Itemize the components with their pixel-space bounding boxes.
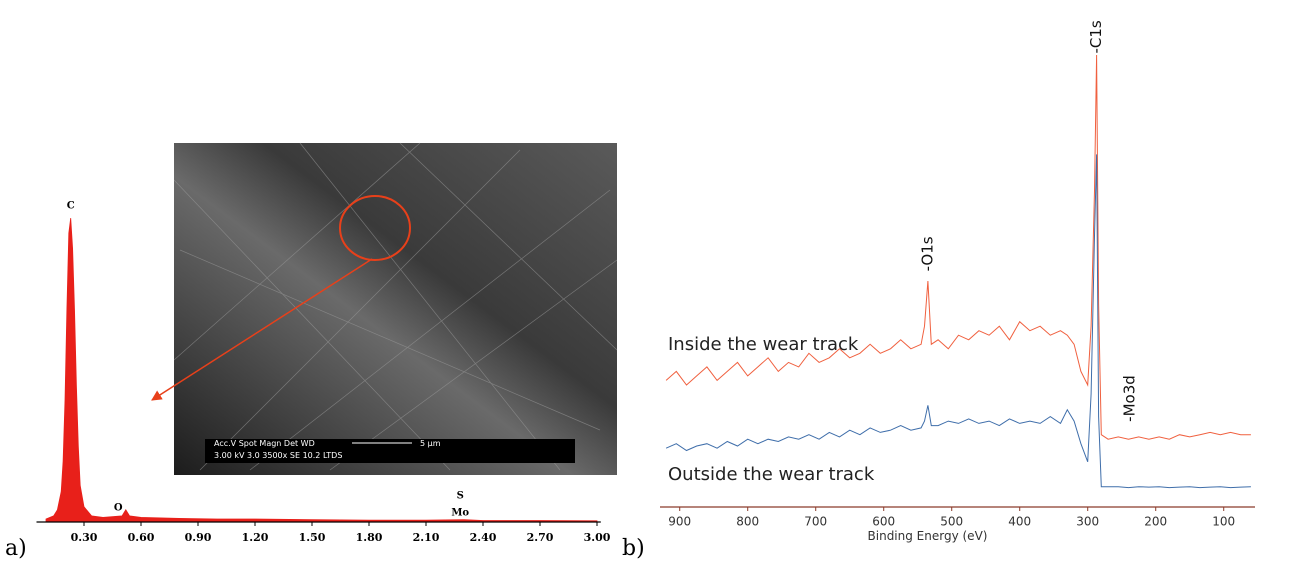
x-tick-label: 3.00 <box>584 531 611 544</box>
x-tick-label: 1.20 <box>242 531 269 544</box>
peak-label: C <box>67 200 75 211</box>
x-axis-label: Binding Energy (eV) <box>868 529 988 543</box>
peak-label: Mo <box>451 507 469 518</box>
panel-label: b) <box>622 536 645 561</box>
x-tick-label: 400 <box>1008 515 1031 529</box>
series-label: Inside the wear track <box>668 334 859 355</box>
x-tick-label: 300 <box>1076 515 1099 529</box>
peak-label: -O1s <box>918 236 936 271</box>
peak-label: -Mo3d <box>1120 375 1138 422</box>
sem-scale: 5 µm <box>420 439 441 448</box>
x-tick-label: 0.30 <box>71 531 98 544</box>
x-tick-label: 700 <box>804 515 827 529</box>
spectrum-line <box>665 154 1251 489</box>
x-tick-label: 1.80 <box>356 531 383 544</box>
peak-label: S <box>457 491 464 502</box>
x-tick-label: 900 <box>668 515 691 529</box>
sem-readout: 3.00 kV 3.0 3500x SE 10.2 LTDS <box>214 451 342 460</box>
peak-label: O <box>114 503 123 514</box>
x-tick-label: 1.50 <box>299 531 326 544</box>
panel-label: a) <box>5 536 27 561</box>
x-tick-label: 2.10 <box>413 531 440 544</box>
spectrum-area <box>45 217 598 523</box>
x-tick-label: 0.60 <box>128 531 155 544</box>
x-tick-label: 2.70 <box>527 531 554 544</box>
x-tick-label: 100 <box>1212 515 1235 529</box>
series-label: Outside the wear track <box>668 464 875 485</box>
x-tick-label: 2.40 <box>470 531 497 544</box>
x-tick-label: 600 <box>872 515 895 529</box>
x-tick-label: 0.90 <box>185 531 212 544</box>
sem-settings: Acc.V Spot Magn Det WD <box>214 439 315 448</box>
peak-label: -C1s <box>1087 20 1105 53</box>
x-tick-label: 200 <box>1144 515 1167 529</box>
spectrum-line <box>665 54 1251 440</box>
x-tick-label: 800 <box>736 515 759 529</box>
x-tick-label: 500 <box>940 515 963 529</box>
sem-image: Acc.V Spot Magn Det WD 5 µm 3.00 kV 3.0 … <box>151 142 618 475</box>
